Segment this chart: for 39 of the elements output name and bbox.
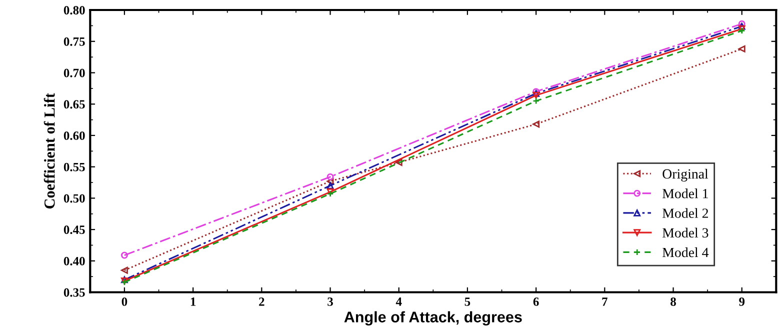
y-axis-title: Coefficient of Lift [44,93,55,209]
legend-label: Model 2 [662,208,708,218]
x-tick-label: 3 [328,298,333,306]
y-tick-label: 0.70 [64,68,85,78]
x-tick-label: 0 [122,297,128,306]
y-tick-label: 0.60 [64,131,85,140]
x-tick-label: 2 [259,298,264,306]
x-tick-label: 4 [396,298,402,306]
legend-label: Model 1 [662,188,708,198]
x-tick-label: 5 [464,298,470,306]
point [532,120,540,128]
y-tick-label: 0.45 [64,226,85,234]
y-tick-label: 0.75 [64,37,85,46]
point [326,173,334,180]
point [532,97,540,104]
point [326,178,334,185]
legend-label: Original [662,168,708,182]
x-tick-label: 7 [602,298,608,306]
point [395,158,402,166]
y-tick-label: 0.55 [64,162,85,172]
x-tick-label: 9 [739,298,745,306]
x-axis-title: Angle of Attack, degrees [344,311,522,326]
y-tick-label: 0.80 [64,6,85,15]
x-tick-label: 6 [533,298,539,306]
y-tick-label: 0.35 [64,288,85,297]
point [120,266,128,274]
y-tick-label: 0.50 [64,194,85,203]
y-tick-label: 0.40 [64,256,85,266]
point [120,252,128,259]
point [738,20,746,28]
point [532,92,540,99]
point [738,45,746,52]
y-tick-label: 0.65 [64,100,85,109]
point [738,22,746,30]
point [326,182,334,190]
legend-label: Model 4 [662,247,709,258]
x-tick-label: 8 [670,297,676,306]
legend-label: Model 3 [662,228,708,238]
x-tick-label: 1 [190,298,196,306]
